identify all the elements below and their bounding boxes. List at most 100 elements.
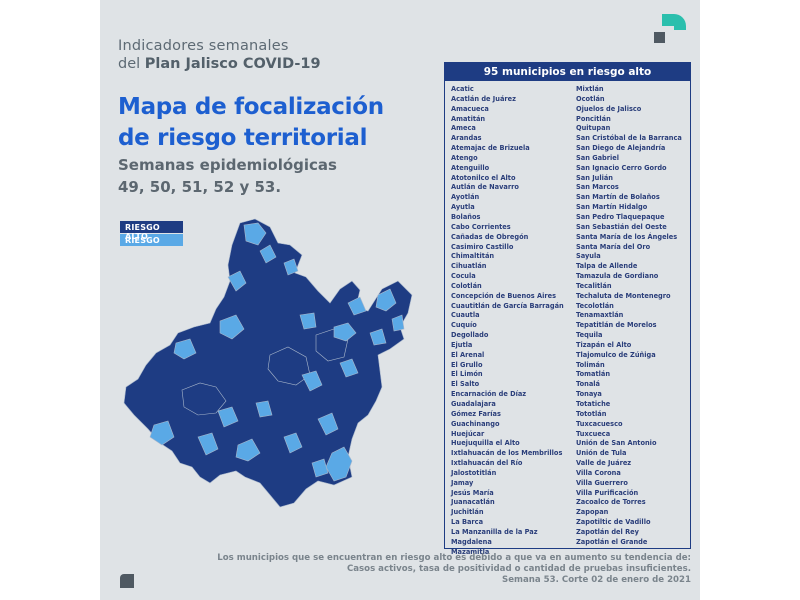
municipality-item: Cañadas de Obregón — [451, 232, 529, 241]
footer-line-3: Semana 53. Corte 02 de enero de 2021 — [502, 575, 691, 586]
municipality-item: Cabo Corrientes — [451, 222, 511, 231]
municipality-item: Valle de Juárez — [576, 459, 632, 468]
header-plan-name: Plan Jalisco COVID-19 — [144, 56, 321, 72]
municipality-item: Cihuatlán — [451, 262, 487, 271]
municipality-item: El Arenal — [451, 350, 485, 359]
municipality-item: Juchitlán — [451, 508, 484, 517]
map-legend: RIESGO ALTO RIESGO — [120, 221, 183, 246]
municipality-item: Tepatitlán de Morelos — [576, 321, 657, 330]
municipality-item: Zapopan — [576, 508, 609, 517]
municipality-item: Tenamaxtlán — [576, 311, 624, 320]
municipality-item: San Sebastián del Oeste — [576, 222, 667, 231]
municipality-item: San Julián — [576, 173, 613, 182]
municipality-item: Jalostotitlán — [451, 468, 497, 477]
municipality-item: Bolaños — [451, 212, 481, 221]
municipality-item: Magdalena — [451, 537, 492, 546]
municipality-item: Zacoalco de Torres — [576, 498, 646, 507]
municipality-item: Huejúcar — [451, 429, 485, 438]
municipality-item: Atotonilco el Alto — [451, 173, 516, 182]
municipality-item: Unión de Tula — [576, 449, 627, 458]
municipality-item: Jamay — [451, 478, 474, 487]
municipality-item: San Pedro Tlaquepaque — [576, 212, 665, 221]
map-risk-region — [149, 222, 405, 482]
municipality-item: El Limón — [451, 370, 483, 379]
footer-line-1: Los municipios que se encuentran en ries… — [217, 553, 691, 563]
header-prefix: del — [118, 56, 145, 72]
municipality-item: San Gabriel — [576, 153, 620, 162]
municipality-item: Ayutla — [451, 203, 475, 212]
municipality-item: Tolimán — [576, 360, 605, 369]
infographic-card: Indicadores semanales del Plan Jalisco C… — [100, 0, 700, 600]
municipalities-panel: 95 municipios en riesgo alto Acatic Acatl… — [444, 62, 691, 556]
municipality-item: Ocotlán — [576, 94, 605, 103]
municipality-item: Tonaya — [576, 390, 602, 399]
plan-jalisco-logo-icon — [654, 14, 686, 43]
municipality-item: Tecalitlán — [576, 281, 612, 290]
municipality-item: La Manzanilla de la Paz — [451, 527, 538, 536]
map-high-risk-region — [123, 218, 413, 508]
municipality-item: Techaluta de Montenegro — [576, 291, 671, 300]
municipality-item: Quitupan — [576, 124, 611, 133]
municipality-item: Santa María del Oro — [576, 242, 651, 251]
municipality-item: Villa Corona — [576, 468, 621, 477]
footer-line-2: Casos activos, tasa de positividad o can… — [346, 564, 691, 575]
header-title: Indicadores semanales — [118, 38, 289, 54]
municipality-item: Tomatlán — [576, 370, 611, 379]
footer-note: Los municipios que se encuentran en ries… — [100, 553, 691, 587]
title-line-1: Mapa de focalización — [118, 94, 384, 120]
municipality-item: Acatic — [451, 85, 474, 93]
municipality-item: Mazamitla — [451, 547, 490, 556]
municipality-item: Guadalajara — [451, 400, 496, 408]
municipality-item: Autlán de Navarro — [451, 183, 519, 192]
municipality-item: Degollado — [451, 331, 489, 340]
municipality-item: Tamazula de Gordiano — [576, 272, 659, 281]
municipality-item: San Cristóbal de la Barranca — [576, 134, 682, 143]
municipality-item: Villa Purificación — [576, 488, 639, 497]
municipality-item: Mixtlán — [576, 85, 604, 93]
municipality-item: Ixtlahuacán del Río — [451, 459, 523, 468]
municipality-item: Tecolotlán — [576, 301, 614, 310]
municipality-item: Chimaltitán — [451, 252, 495, 261]
header-subtitle: del Plan Jalisco COVID-19 — [118, 56, 321, 72]
municipality-item: Tizapán el Alto — [576, 340, 632, 349]
municipality-item: Tototlán — [576, 409, 607, 418]
page-title: Mapa de focalización de riesgo territori… — [118, 92, 384, 154]
municipality-item: Jesús María — [451, 488, 494, 497]
municipality-item: San Martín de Bolaños — [576, 193, 660, 202]
municipality-item: Cuautitlán de García Barragán — [451, 301, 564, 310]
municipality-item: Guachinango — [451, 419, 500, 428]
municipality-item: Encarnación de Díaz — [451, 390, 527, 399]
municipality-item: Ejutla — [451, 340, 473, 349]
corner-mark-icon — [120, 574, 134, 588]
municipality-item: Acatlán de Juárez — [451, 94, 516, 103]
municipality-item: Zapotlán el Grande — [576, 537, 648, 546]
municipality-item: Ojuelos de Jalisco — [576, 104, 642, 113]
municipality-item: Tuxcacuesco — [576, 419, 623, 428]
municipality-item: Colotlán — [451, 281, 482, 290]
municipality-item: Zapotlán del Rey — [576, 527, 639, 536]
municipality-item: Juanacatlán — [451, 498, 495, 507]
municipality-item: El Salto — [451, 380, 480, 389]
municipality-item: Tuxcueca — [576, 429, 611, 438]
legend-risk: RIESGO — [120, 234, 183, 246]
municipality-item: Cocula — [451, 272, 476, 281]
municipality-item: San Diego de Alejandría — [576, 144, 666, 153]
municipality-item: Atenguillo — [451, 163, 490, 172]
municipality-item: Concepción de Buenos Aires — [451, 291, 556, 300]
subtitle-line-2: 49, 50, 51, 52 y 53. — [118, 178, 282, 196]
municipality-item: Gómez Farías — [451, 409, 501, 418]
municipality-item: Totatiche — [576, 400, 611, 408]
municipality-item: Huejuquilla el Alto — [451, 439, 520, 448]
panel-title: 95 municipios en riesgo alto — [445, 63, 690, 81]
municipality-item: Amatitán — [451, 114, 486, 123]
legend-high-risk: RIESGO ALTO — [120, 221, 183, 241]
jalisco-risk-map — [123, 218, 413, 508]
municipality-item: Arandas — [451, 134, 482, 143]
municipality-item: Tlajomulco de Zúñiga — [576, 350, 656, 359]
municipality-item: San Ignacio Cerro Gordo — [576, 163, 667, 172]
municipality-item: Ayotlán — [451, 193, 480, 202]
municipality-item: Santa María de los Ángeles — [576, 232, 678, 241]
municipality-item: Talpa de Allende — [576, 262, 638, 271]
municipality-item: San Martín Hidalgo — [576, 203, 648, 212]
municipality-item: Atengo — [451, 153, 478, 162]
